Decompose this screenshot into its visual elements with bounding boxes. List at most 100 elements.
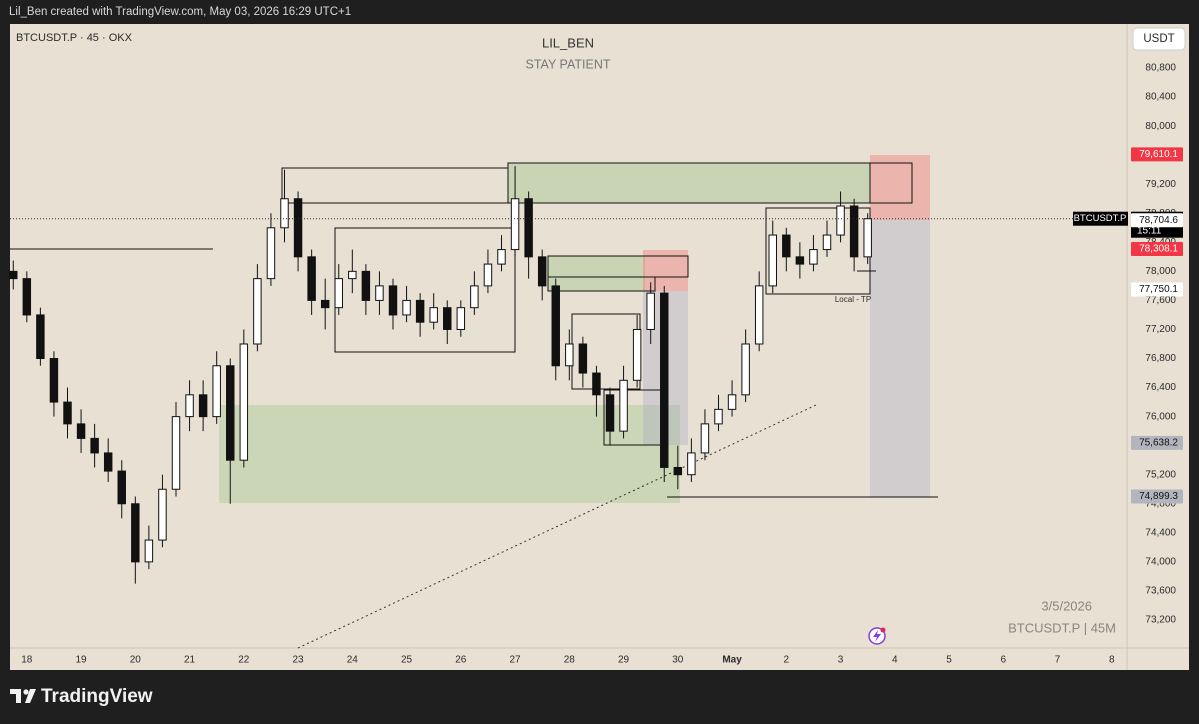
symbol-tag-label: BTCUSDT.P (1074, 213, 1127, 224)
symbol-tag (1073, 211, 1128, 226)
candle-body (293, 198, 303, 258)
target-zone (870, 220, 930, 497)
x-tick-label: 26 (455, 655, 467, 666)
candle-body (754, 285, 764, 345)
candle-body (660, 292, 669, 468)
price-marker-label: 74,899.3 (1139, 491, 1178, 502)
icon-dot[interactable] (880, 627, 886, 633)
lightning-icon[interactable] (868, 627, 886, 645)
candle-body (700, 423, 710, 454)
countdown: 15:11 (1137, 225, 1162, 236)
candle-body (266, 227, 276, 280)
candle-body (361, 270, 371, 301)
candle-body (9, 270, 18, 280)
x-tick-label: 29 (618, 655, 630, 666)
header: Lil_Ben created with TradingView.com, Ma… (9, 6, 351, 18)
demand-zone (219, 405, 680, 503)
chart-subtitle: STAY PATIENT (526, 57, 611, 71)
candle-body (565, 343, 574, 367)
candle-body (849, 205, 859, 258)
candle-body (524, 198, 533, 258)
candle-body (727, 394, 737, 410)
candle-body (795, 256, 805, 265)
chart-title: LIL_BEN (542, 35, 594, 50)
candle-body (131, 503, 140, 563)
x-tick-label: 7 (1055, 655, 1061, 666)
price-marker (1131, 282, 1183, 297)
candle-body (741, 343, 750, 396)
candle-body (90, 437, 99, 454)
box (281, 167, 509, 204)
candle-body (76, 423, 86, 439)
supply-zone (548, 256, 645, 291)
currency[interactable]: USDT (1143, 33, 1174, 45)
candle-body (836, 205, 845, 236)
candle-body (117, 470, 126, 505)
candle-body (782, 234, 791, 258)
x-tick-label: 30 (672, 655, 684, 666)
currency-button[interactable] (1132, 27, 1186, 51)
candle-body (226, 365, 235, 461)
candle-body (443, 307, 452, 330)
y-tick-label: 73,600 (1145, 586, 1176, 597)
brand: TradingView (41, 686, 153, 707)
x-tick-label: 18 (21, 655, 33, 666)
price-marker (1131, 147, 1183, 162)
price-marker (1131, 489, 1183, 504)
price-marker (1131, 241, 1183, 256)
price-marker-label: 77,750.1 (1139, 284, 1178, 295)
candle-body (307, 256, 316, 301)
x-tick-label: 2 (784, 655, 790, 666)
candle-body (632, 328, 642, 381)
icon-bolt[interactable] (873, 630, 881, 642)
y-tick-label: 76,000 (1145, 411, 1176, 422)
candle-body (863, 218, 872, 258)
candle-body (429, 307, 438, 323)
price-marker (1131, 213, 1183, 228)
candle-body (158, 488, 167, 541)
candle-body (592, 372, 601, 396)
candle-body (63, 401, 72, 425)
candle-body (334, 278, 343, 309)
candle-body (49, 358, 59, 403)
price-marker-label: 78,308.1 (1139, 244, 1178, 255)
y-tick-label: 75,200 (1145, 469, 1176, 480)
logo-mark (25, 689, 36, 703)
x-tick-label: 22 (238, 655, 250, 666)
candle-body (470, 285, 479, 309)
watermark: BTCUSDT.P | 45M (1008, 620, 1116, 635)
y-tick-label: 74,400 (1145, 527, 1176, 538)
candle-body (551, 285, 560, 367)
candle-body (578, 343, 588, 374)
x-tick-label: 23 (293, 655, 305, 666)
x-tick-label: 8 (1109, 655, 1115, 666)
price-marker-label: 79,610.1 (1139, 149, 1178, 160)
y-tick-label: 78,000 (1145, 266, 1176, 277)
candle-body (185, 394, 194, 418)
y-tick-label: 74,800 (1145, 498, 1176, 509)
candle-body (36, 314, 45, 360)
candle-body (483, 263, 493, 287)
candle-body (415, 299, 425, 323)
candle-body (456, 307, 466, 330)
price-marker (1131, 435, 1183, 450)
x-tick-label: 19 (76, 655, 88, 666)
candle-body (687, 452, 696, 476)
candle-body (253, 278, 262, 345)
candle-body (280, 198, 289, 229)
x-tick-label: 25 (401, 655, 413, 666)
candle-body (198, 394, 208, 418)
y-tick-label: 77,600 (1145, 295, 1176, 306)
candle-body (605, 394, 615, 432)
candle-body (673, 466, 683, 476)
candle-body (646, 292, 655, 330)
candle-body (239, 343, 249, 461)
candle-body (510, 198, 520, 251)
logo-mark (10, 689, 21, 703)
x-tick-label: 28 (564, 655, 576, 666)
candle-body (768, 234, 777, 287)
box (869, 162, 913, 204)
candle-body (103, 452, 113, 472)
plot: 73,200 73,600 74,000 74,400 74,800 75,200 75,6… (9, 63, 1183, 666)
